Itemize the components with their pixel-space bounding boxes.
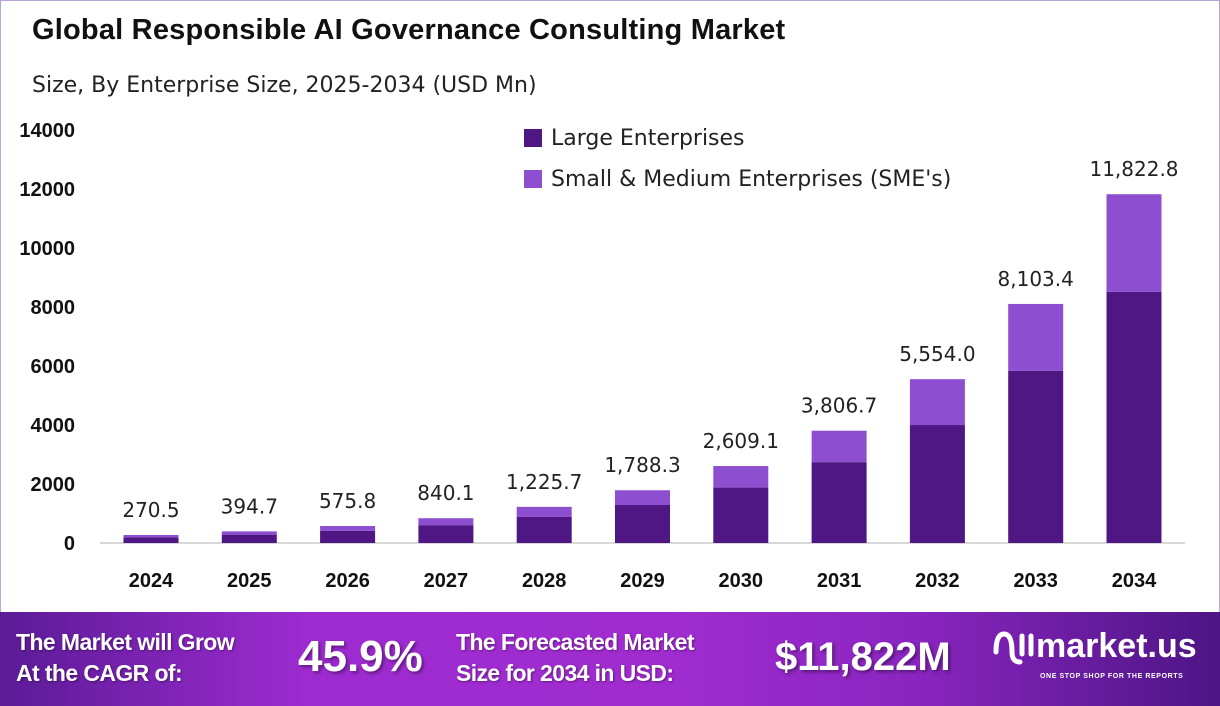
data-label: 11,822.8 bbox=[1089, 157, 1178, 181]
cagr-value: 45.9% bbox=[298, 632, 423, 681]
legend-swatch bbox=[524, 129, 542, 147]
logo-icon bbox=[993, 631, 1034, 665]
bar-sme-2025 bbox=[221, 531, 277, 535]
y-tick-label: 10000 bbox=[19, 238, 75, 260]
data-label: 840.1 bbox=[417, 481, 474, 505]
data-label: 3,806.7 bbox=[801, 394, 877, 418]
bar-large-2025 bbox=[221, 534, 277, 543]
bar-large-2028 bbox=[516, 516, 572, 543]
x-tick-label: 2034 bbox=[1112, 570, 1157, 592]
chart-subtitle: Size, By Enterprise Size, 2025-2034 (USD… bbox=[32, 73, 537, 98]
data-label: 575.8 bbox=[319, 489, 376, 513]
bar-large-2031 bbox=[811, 462, 867, 543]
x-tick-label: 2024 bbox=[129, 570, 174, 592]
x-tick-label: 2030 bbox=[719, 570, 764, 592]
data-label: 270.5 bbox=[122, 498, 179, 522]
y-tick-label: 12000 bbox=[19, 179, 75, 201]
y-tick-label: 8000 bbox=[31, 297, 76, 319]
x-tick-label: 2025 bbox=[227, 570, 272, 592]
forecast-label: The Forecasted Market Size for 2034 in U… bbox=[456, 627, 695, 689]
logo-tagline: ONE STOP SHOP FOR THE REPORTS bbox=[1040, 673, 1184, 680]
data-label: 5,554.0 bbox=[899, 342, 975, 366]
y-tick-label: 4000 bbox=[31, 415, 76, 437]
market-us-logo: market.us bbox=[992, 626, 1197, 666]
forecast-value: $11,822M bbox=[775, 635, 951, 679]
x-tick-label: 2031 bbox=[817, 570, 862, 592]
data-label: 1,225.7 bbox=[506, 470, 582, 494]
data-label: 8,103.4 bbox=[998, 267, 1074, 291]
cagr-label-line2: At the CAGR of: bbox=[16, 660, 183, 686]
x-tick-label: 2029 bbox=[620, 570, 665, 592]
x-tick-label: 2026 bbox=[325, 570, 370, 592]
x-tick-label: 2028 bbox=[522, 570, 567, 592]
bar-large-2026 bbox=[320, 530, 376, 543]
legend-label: Small & Medium Enterprises (SME's) bbox=[551, 167, 951, 192]
bar-large-2030 bbox=[713, 487, 769, 543]
x-tick-label: 2033 bbox=[1013, 570, 1058, 592]
bar-sme-2031 bbox=[811, 430, 867, 463]
bar-sme-2032 bbox=[909, 379, 965, 426]
bar-chart: 0 2000 4000 6000 8000 10000 12000 14000 270.5 202… bbox=[19, 120, 1185, 592]
bar-large-2027 bbox=[418, 525, 474, 543]
bar-sme-2034 bbox=[1106, 194, 1162, 292]
bar-large-2033 bbox=[1008, 370, 1064, 543]
bar-large-2024 bbox=[123, 537, 179, 543]
footer-banner: The Market will Grow At the CAGR of: 45.… bbox=[0, 612, 1220, 706]
bar-large-2029 bbox=[615, 505, 670, 543]
data-label: 2,609.1 bbox=[703, 429, 779, 453]
bar-sme-2026 bbox=[320, 526, 376, 531]
cagr-label: The Market will Grow At the CAGR of: bbox=[16, 627, 235, 689]
legend-swatch bbox=[524, 170, 542, 188]
cagr-label-line1: The Market will Grow bbox=[16, 629, 235, 655]
bar-large-2032 bbox=[909, 425, 965, 543]
y-tick-label: 2000 bbox=[31, 474, 76, 496]
x-tick-label: 2027 bbox=[424, 570, 469, 592]
y-tick-label: 14000 bbox=[19, 120, 75, 142]
bar-sme-2024 bbox=[123, 535, 179, 538]
bar-sme-2029 bbox=[615, 490, 670, 506]
forecast-label-line2: Size for 2034 in USD: bbox=[456, 660, 674, 686]
logo-text: market.us bbox=[1036, 627, 1197, 665]
bar-sme-2033 bbox=[1008, 303, 1064, 371]
x-tick-label: 2032 bbox=[915, 570, 960, 592]
bar-sme-2030 bbox=[713, 466, 769, 488]
chart-title: Global Responsible AI Governance Consult… bbox=[32, 14, 786, 46]
data-label: 1,788.3 bbox=[604, 453, 680, 477]
data-label: 394.7 bbox=[221, 494, 278, 518]
y-tick-label: 0 bbox=[64, 533, 75, 555]
forecast-label-line1: The Forecasted Market bbox=[456, 629, 695, 655]
bar-sme-2028 bbox=[516, 506, 572, 517]
y-tick-label: 6000 bbox=[31, 356, 76, 378]
bar-large-2034 bbox=[1106, 291, 1162, 543]
legend-label: Large Enterprises bbox=[551, 126, 745, 151]
bar-sme-2027 bbox=[418, 518, 474, 526]
